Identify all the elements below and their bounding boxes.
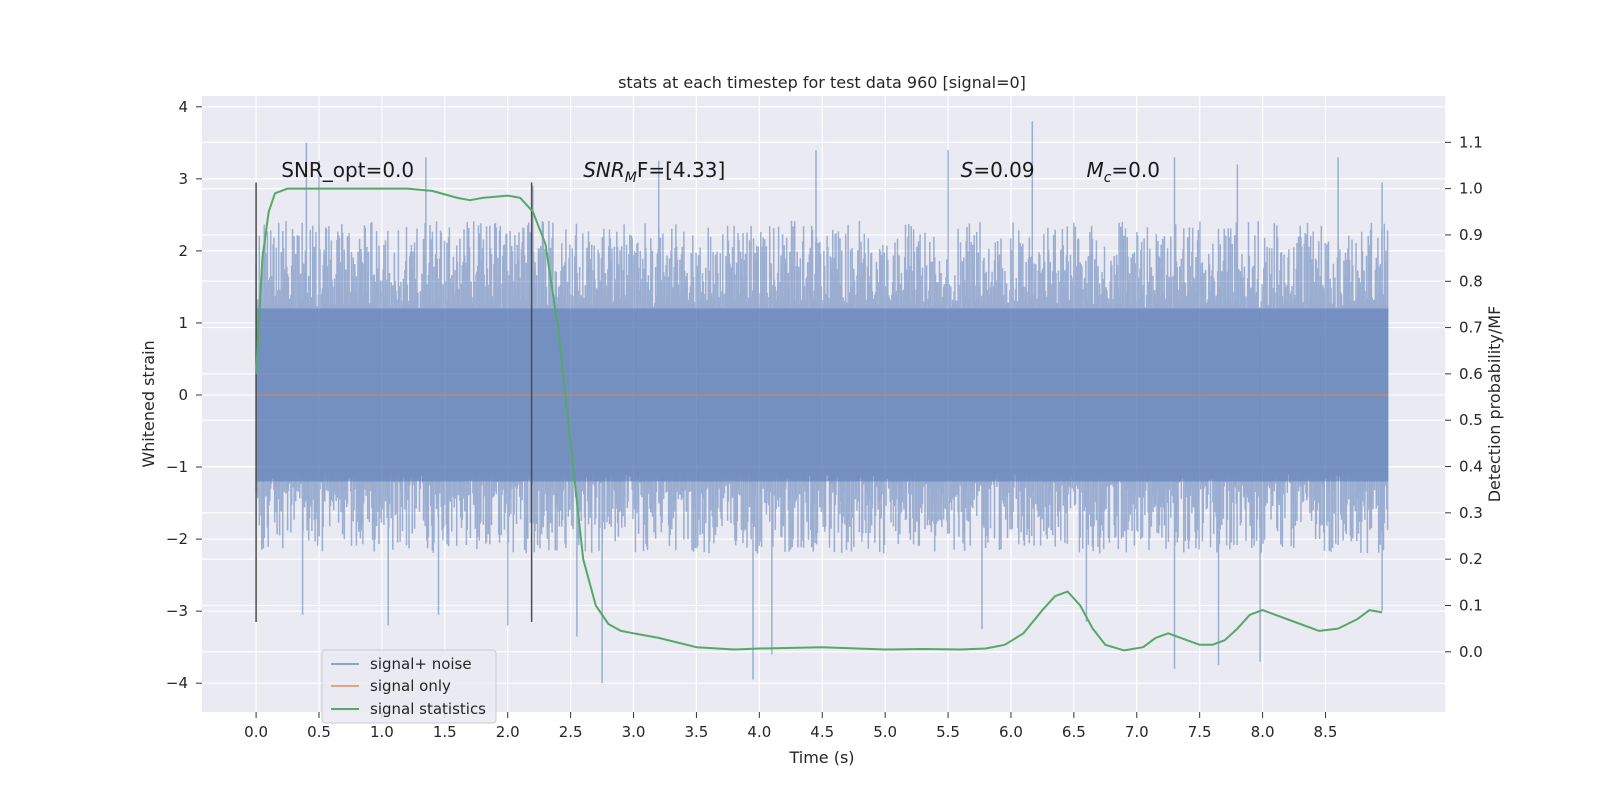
legend-box	[321, 649, 497, 724]
right-y-tick-label: 1.1	[1459, 133, 1483, 151]
legend: signal+ noise signal only signal statist…	[321, 649, 497, 724]
right-y-tick-label: 0.5	[1459, 411, 1483, 429]
left-y-tick-label: −4	[166, 674, 188, 692]
right-y-tick-label: 0.4	[1459, 458, 1483, 476]
right-y-tick-label: 0.2	[1459, 550, 1483, 568]
left-y-tick-label: 4	[178, 98, 188, 116]
x-tick-label: 8.0	[1251, 723, 1275, 741]
x-tick-label: 5.0	[873, 723, 897, 741]
x-tick-label: 4.5	[810, 723, 834, 741]
annotation-2: S=0.09	[961, 158, 1035, 182]
x-tick-label: 4.0	[747, 723, 771, 741]
x-tick-label: 1.5	[433, 723, 457, 741]
left-y-tick-label: −1	[166, 458, 188, 476]
x-tick-label: 0.0	[244, 723, 268, 741]
x-tick-label: 0.5	[307, 723, 331, 741]
legend-label-signal-noise: signal+ noise	[370, 655, 472, 673]
chart-title: stats at each timestep for test data 960…	[618, 73, 1026, 92]
x-tick-label: 6.5	[1062, 723, 1086, 741]
x-axis-ticks: 0.0 0.5 1.0 1.5 2.0 2.5 3.0 3.5 4.0 4.5 5.0 5.5 6.0 6…	[244, 712, 1337, 741]
annotation-3: Mc=0.0	[1086, 158, 1160, 186]
left-y-tick-label: 0	[178, 386, 188, 404]
right-y-tick-label: 0.0	[1459, 643, 1483, 661]
right-y-tick-label: 0.9	[1459, 226, 1483, 244]
x-tick-label: 6.0	[999, 723, 1023, 741]
right-y-axis-label: Detection probability/MF	[1485, 306, 1504, 503]
right-y-tick-label: 0.7	[1459, 319, 1483, 337]
right-y-axis-ticks: 1.1 1.0 0.9 0.8 0.7 0.6 0.5 0.4 0.3 0.2 0.1 0.0	[1445, 133, 1483, 661]
left-y-tick-label: −3	[166, 602, 188, 620]
x-tick-label: 3.5	[685, 723, 709, 741]
right-y-tick-label: 0.3	[1459, 504, 1483, 522]
left-y-axis-ticks: 4 3 2 1 0 −1 −2 −3 −4	[166, 98, 202, 692]
x-tick-label: 2.5	[559, 723, 583, 741]
annotations: SNR_opt=0.0 SNRMF=[4.33] S=0.09 Mc=0.0	[281, 158, 1160, 186]
left-y-tick-label: 3	[178, 170, 188, 188]
vertical-markers	[255, 182, 533, 622]
left-y-tick-label: 1	[178, 314, 188, 332]
left-y-axis-label: Whitened strain	[139, 340, 158, 467]
signal-statistics-line	[255, 187, 1383, 652]
series-signal-statistics	[255, 187, 1383, 652]
left-y-tick-label: 2	[178, 242, 188, 260]
x-tick-label: 5.5	[936, 723, 960, 741]
right-y-tick-label: 0.1	[1459, 596, 1483, 614]
x-tick-label: 3.0	[622, 723, 646, 741]
right-y-tick-label: 0.6	[1459, 365, 1483, 383]
x-tick-label: 8.5	[1314, 723, 1338, 741]
right-y-tick-label: 0.8	[1459, 272, 1483, 290]
right-y-tick-label: 1.0	[1459, 180, 1483, 198]
annotation-0: SNR_opt=0.0	[281, 158, 414, 182]
x-tick-label: 1.0	[370, 723, 394, 741]
x-tick-label: 7.0	[1125, 723, 1149, 741]
left-y-tick-label: −2	[166, 530, 188, 548]
legend-label-signal-statistics: signal statistics	[370, 700, 486, 718]
x-tick-label: 2.0	[496, 723, 520, 741]
legend-label-signal-only: signal only	[370, 677, 451, 695]
annotation-1: SNRMF=[4.33]	[583, 158, 725, 186]
x-tick-label: 7.5	[1188, 723, 1212, 741]
x-axis-label: Time (s)	[788, 748, 854, 767]
